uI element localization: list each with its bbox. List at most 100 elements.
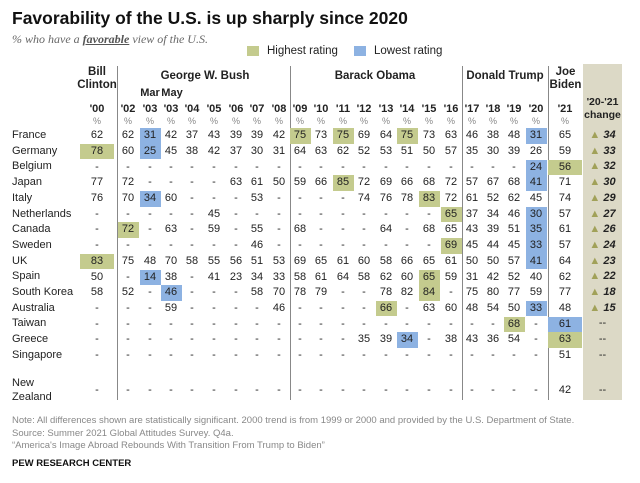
table-cell: 65	[440, 206, 462, 223]
table-cell: -	[405, 317, 409, 330]
table-cell: 62	[121, 129, 135, 142]
table-cell: -	[148, 207, 152, 220]
unit-label: %	[274, 116, 283, 126]
table-cell: -	[319, 333, 323, 346]
table-cell: -	[212, 192, 216, 205]
table-cell: -	[277, 239, 281, 252]
change-header-line: change	[584, 109, 621, 121]
change-number: 32	[603, 160, 616, 173]
table-cell: -	[255, 384, 259, 397]
table-cell: -	[534, 333, 538, 346]
subtitle-emphasis: favorable	[82, 32, 130, 46]
table-cell: 14	[139, 269, 161, 286]
table-cell: 58	[379, 254, 393, 267]
table-cell: 76	[379, 192, 393, 205]
table-cell: -	[449, 317, 453, 330]
table-cell: 33	[272, 270, 286, 283]
change-value: ▲ 23	[583, 255, 622, 267]
table-cell: -	[190, 176, 194, 189]
legend-label-lowest: Lowest rating	[374, 45, 443, 57]
column-year: '17	[464, 103, 480, 115]
table-cell: 56	[548, 159, 582, 176]
table-cell: -	[341, 349, 345, 362]
table-cell: -	[95, 301, 99, 314]
change-value: --	[583, 333, 622, 345]
change-column-background	[583, 64, 622, 400]
table-cell: 26	[529, 144, 543, 157]
table-cell: -	[190, 160, 194, 173]
table-cell: -	[255, 160, 259, 173]
table-cell: 73	[314, 129, 328, 142]
table-cell: -	[148, 349, 152, 362]
table-cell: -	[341, 207, 345, 220]
table-cell: 59	[529, 286, 543, 299]
table-cell: 58	[357, 270, 371, 283]
table-cell: 61	[250, 176, 264, 189]
table-cell: 43	[207, 129, 221, 142]
table-cell: 36	[486, 333, 500, 346]
table-cell: 58	[185, 254, 199, 267]
column-year: '14	[399, 103, 415, 115]
up-triangle-icon: ▲	[589, 207, 604, 220]
table-cell: 59	[558, 144, 572, 157]
table-cell: 57	[558, 239, 572, 252]
column-year: '19	[506, 103, 522, 115]
table-cell: -	[491, 349, 495, 362]
table-cell: -	[319, 160, 323, 173]
table-cell: 46	[465, 129, 479, 142]
table-cell: 77	[90, 176, 104, 189]
table-cell: 75	[465, 286, 479, 299]
table-cell: 65	[418, 269, 440, 286]
chart-subtitle: % who have a favorable view of the U.S.	[12, 32, 208, 47]
unit-label: %	[402, 116, 411, 126]
table-cell: -	[255, 317, 259, 330]
table-cell: 80	[486, 286, 500, 299]
table-cell: 58	[90, 286, 104, 299]
table-cell: -	[277, 160, 281, 173]
table-cell: -	[362, 160, 366, 173]
change-number: 22	[603, 270, 616, 283]
table-cell: 31	[139, 128, 161, 144]
table-cell: -	[234, 160, 238, 173]
table-cell: 43	[465, 223, 479, 236]
country-label: Japan	[12, 176, 42, 189]
table-cell: -	[341, 286, 345, 299]
table-cell: -	[234, 223, 238, 236]
change-value: ▲ 32	[583, 160, 622, 172]
table-cell: 65	[314, 254, 328, 267]
table-cell: 61	[548, 316, 582, 333]
table-cell: 58	[293, 270, 307, 283]
table-cell: 70	[121, 192, 135, 205]
table-cell: 64	[558, 254, 572, 267]
column-year: '11	[335, 103, 351, 115]
change-number: --	[598, 348, 607, 361]
column-year: '10	[313, 103, 329, 115]
change-number: --	[598, 384, 607, 396]
table-cell: -	[341, 223, 345, 236]
table-cell: 51	[250, 254, 264, 267]
table-cell: -	[449, 286, 453, 299]
table-cell: 55	[207, 254, 221, 267]
unit-label: %	[145, 116, 154, 126]
table-cell: 54	[486, 301, 500, 314]
table-cell: -	[169, 333, 173, 346]
table-cell: -	[427, 349, 431, 362]
table-cell: -	[427, 207, 431, 220]
table-cell: -	[384, 317, 388, 330]
table-cell: 42	[558, 384, 572, 397]
table-cell: -	[384, 207, 388, 220]
legend-swatch-lowest	[354, 46, 366, 56]
change-number: 15	[603, 301, 616, 314]
table-cell: -	[169, 317, 173, 330]
table-cell: 42	[272, 129, 286, 142]
change-header: '20-'21 change	[583, 96, 622, 122]
country-label: Belgium	[12, 160, 52, 173]
table-cell: 72	[121, 176, 135, 189]
table-cell: 62	[90, 129, 104, 142]
country-label: Germany	[12, 144, 58, 157]
table-cell: -	[234, 301, 238, 314]
unit-label: %	[166, 116, 175, 126]
country-label: France	[12, 129, 47, 141]
table-cell: -	[255, 349, 259, 362]
table-cell: 72	[117, 222, 139, 238]
